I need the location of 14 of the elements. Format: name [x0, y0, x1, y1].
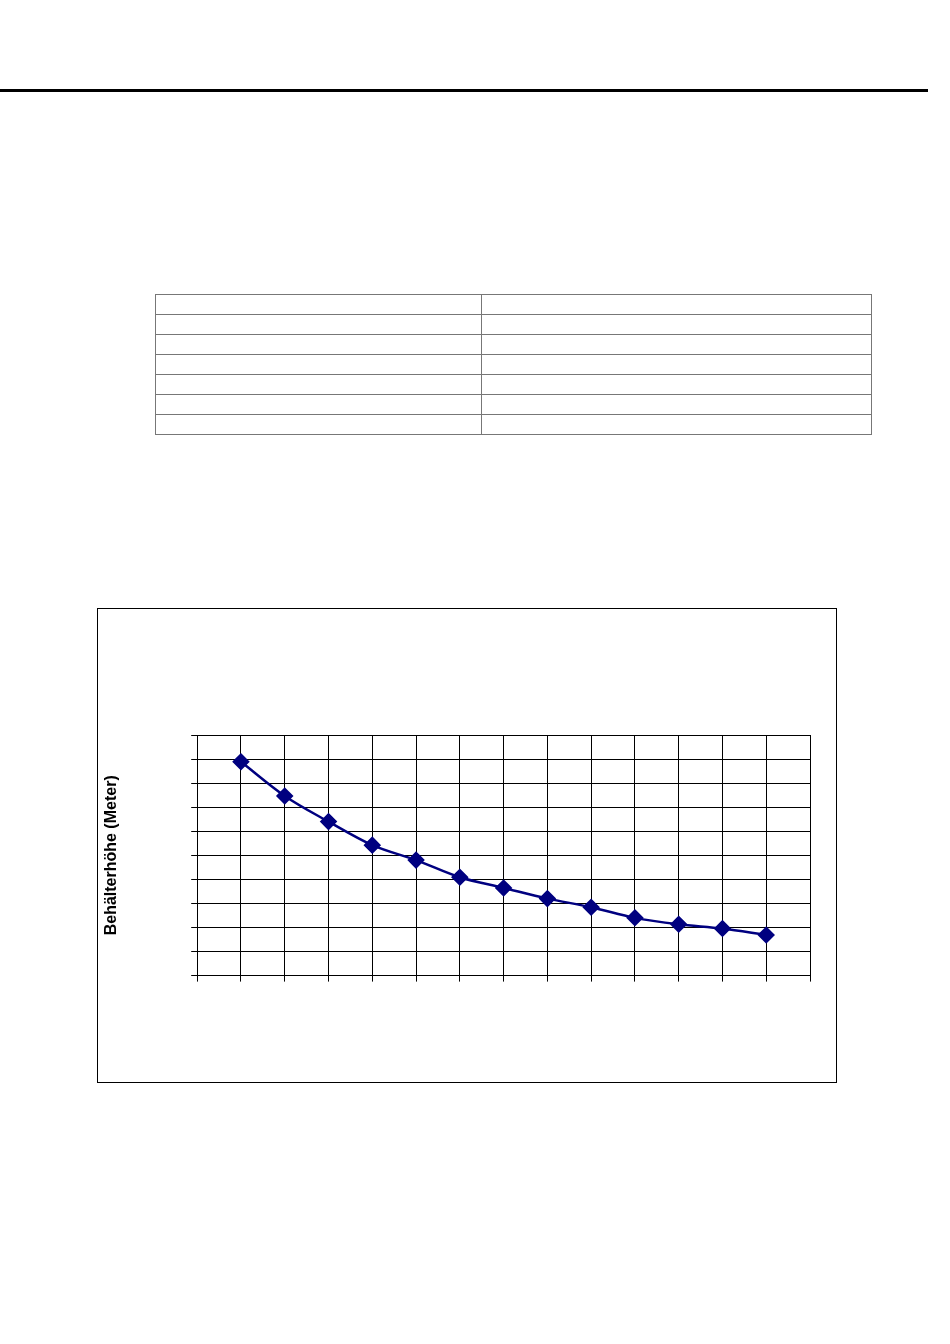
- point: [757, 926, 775, 944]
- point: [670, 916, 687, 933]
- point: [407, 851, 425, 869]
- point: [451, 868, 469, 886]
- point: [626, 909, 644, 927]
- point: [276, 787, 293, 805]
- point: [539, 890, 556, 907]
- point: [714, 920, 731, 937]
- point: [495, 879, 512, 897]
- point: [582, 898, 600, 916]
- point: [364, 836, 381, 854]
- y-axis-title: Behälterhöhe (Meter): [102, 775, 120, 936]
- point: [320, 813, 337, 830]
- point: [232, 753, 250, 770]
